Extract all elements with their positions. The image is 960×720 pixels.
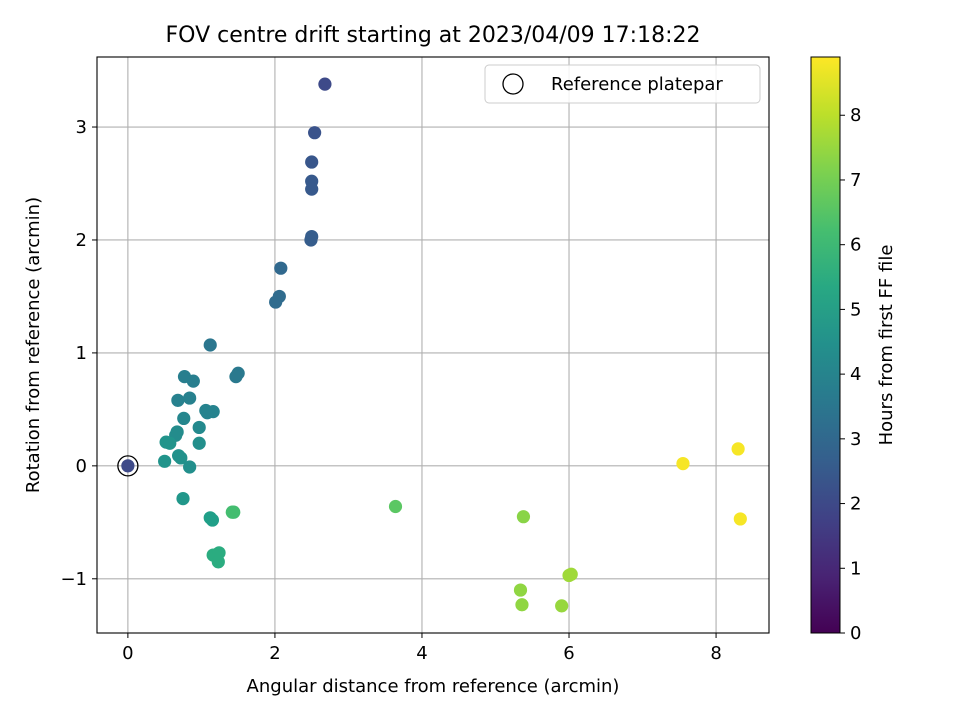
data-point <box>733 512 747 526</box>
data-point <box>305 182 319 196</box>
y-axis-label: Rotation from reference (arcmin) <box>23 197 44 493</box>
data-point <box>211 555 225 569</box>
x-tick-label: 2 <box>269 643 280 664</box>
data-point <box>318 77 332 91</box>
data-point <box>203 338 217 352</box>
data-point <box>192 420 206 435</box>
y-tick-label: −1 <box>60 569 87 590</box>
data-point <box>183 391 197 405</box>
data-points <box>117 77 747 613</box>
colorbar-gradient <box>810 56 841 634</box>
grid-lines <box>97 57 769 633</box>
colorbar-tick-label: 0 <box>850 623 861 644</box>
y-tick-label: 1 <box>76 343 87 364</box>
colorbar-tick-label: 1 <box>850 558 861 579</box>
colorbar-tick-label: 7 <box>850 170 861 191</box>
plot-frame <box>96 56 770 634</box>
y-tick-label: 3 <box>76 117 87 138</box>
x-axis-label: Angular distance from reference (arcmin) <box>247 676 620 697</box>
legend-box <box>484 64 761 104</box>
legend-reference-marker <box>502 73 524 95</box>
data-point <box>555 599 569 613</box>
data-point <box>515 598 529 612</box>
data-point <box>513 583 528 597</box>
data-point <box>304 233 318 247</box>
data-point <box>186 374 200 388</box>
colorbar-tick-label: 5 <box>850 299 861 320</box>
colorbar: 0 1 2 3 4 5 6 7 8 Hours from first FF file <box>810 56 897 644</box>
x-tick-label: 6 <box>563 643 574 664</box>
data-point <box>564 567 578 581</box>
colorbar-tick-label: 6 <box>850 235 861 256</box>
data-point <box>305 155 319 169</box>
data-point <box>121 459 135 473</box>
colorbar-tick-label: 2 <box>850 494 861 515</box>
legend-entry-reference-platepar: Reference platepar <box>551 74 723 95</box>
reference-platepar-marker <box>117 455 139 477</box>
data-point <box>516 510 531 524</box>
data-point <box>177 411 191 426</box>
axis-ticks: 0 2 4 6 8 −1 0 1 2 3 <box>60 117 721 664</box>
data-point <box>229 370 243 384</box>
chart-title: FOV centre drift starting at 2023/04/09 … <box>166 23 701 48</box>
colorbar-label: Hours from first FF file <box>876 245 897 446</box>
colorbar-tick-label: 3 <box>850 429 861 450</box>
data-point <box>176 492 190 506</box>
data-point <box>676 456 690 471</box>
x-tick-label: 4 <box>416 643 427 664</box>
x-tick-label: 0 <box>122 643 133 664</box>
data-point <box>269 295 283 309</box>
y-tick-label: 2 <box>76 230 87 251</box>
data-point <box>731 442 745 456</box>
data-point <box>200 406 214 420</box>
data-point <box>158 454 172 468</box>
data-point <box>308 126 322 140</box>
y-tick-label: 0 <box>76 456 87 477</box>
data-point <box>183 460 197 474</box>
colorbar-tick-label: 8 <box>850 105 861 126</box>
data-point <box>274 261 288 275</box>
data-point <box>171 393 185 407</box>
x-tick-label: 8 <box>710 643 721 664</box>
data-point <box>174 451 188 465</box>
data-point <box>205 513 220 527</box>
data-point <box>192 436 206 450</box>
colorbar-tick-label: 4 <box>850 364 861 385</box>
colorbar-ticks: 0 1 2 3 4 5 6 7 8 <box>840 105 861 644</box>
data-point <box>388 499 403 514</box>
legend: Reference platepar <box>484 64 761 104</box>
data-point <box>163 436 177 450</box>
data-point <box>227 505 241 519</box>
